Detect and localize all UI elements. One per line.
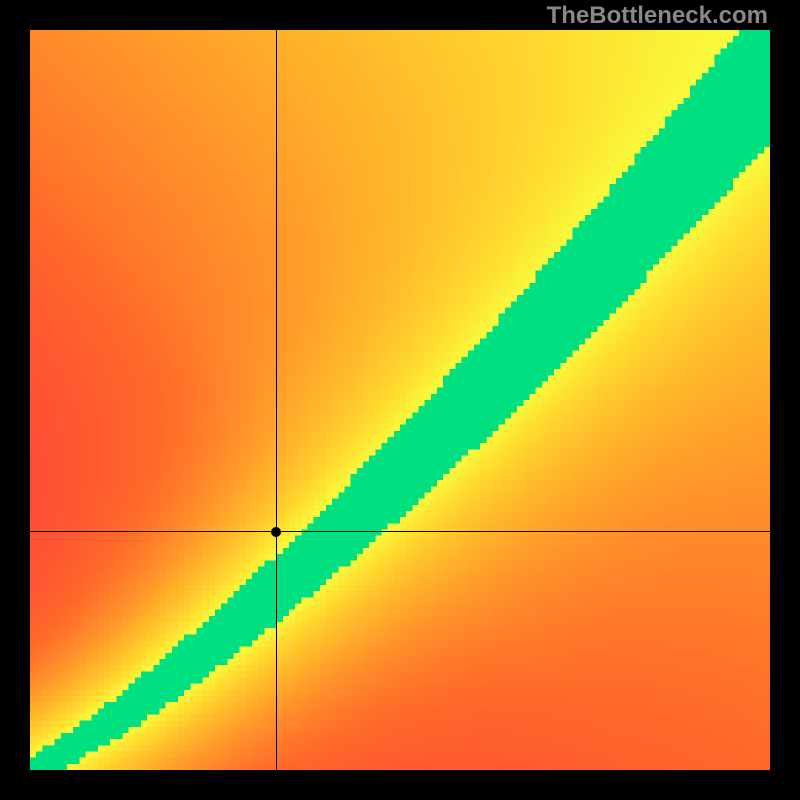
crosshair-vertical bbox=[276, 30, 277, 770]
figure-container: TheBottleneck.com bbox=[0, 0, 800, 800]
bottleneck-heatmap bbox=[30, 30, 770, 770]
watermark-text: TheBottleneck.com bbox=[547, 2, 768, 30]
plot-area bbox=[30, 30, 770, 770]
crosshair-marker bbox=[271, 527, 281, 537]
crosshair-horizontal bbox=[30, 531, 770, 532]
